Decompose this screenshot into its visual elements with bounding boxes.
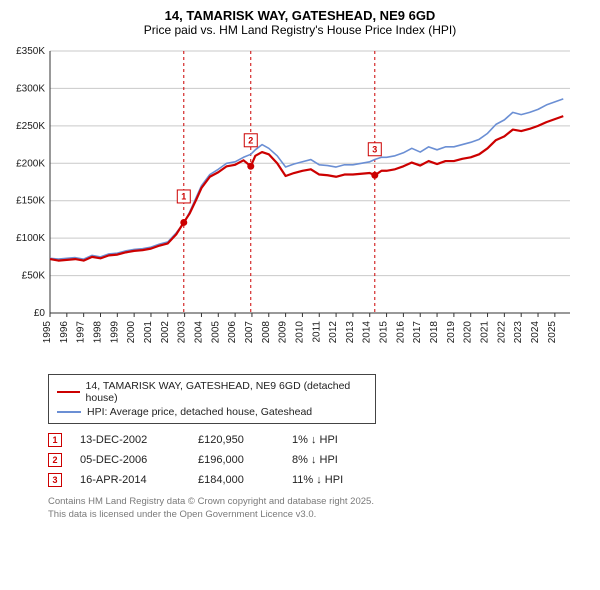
transaction-delta: 8% ↓ HPI <box>292 454 392 466</box>
transaction-date: 05-DEC-2006 <box>80 454 180 466</box>
transaction-index-box: 3 <box>48 473 62 487</box>
page-subtitle: Price paid vs. HM Land Registry's House … <box>10 23 590 37</box>
svg-text:2021: 2021 <box>480 321 491 344</box>
svg-text:2009: 2009 <box>278 321 289 344</box>
legend-item: HPI: Average price, detached house, Gate… <box>57 405 367 419</box>
legend-item: 14, TAMARISK WAY, GATESHEAD, NE9 6GD (de… <box>57 379 367 405</box>
svg-text:2012: 2012 <box>328 321 339 344</box>
svg-text:2013: 2013 <box>345 321 356 344</box>
transaction-index-box: 2 <box>48 453 62 467</box>
transaction-date: 16-APR-2014 <box>80 474 180 486</box>
svg-text:2001: 2001 <box>143 321 154 344</box>
svg-text:£0: £0 <box>34 308 46 319</box>
transaction-index-box: 1 <box>48 433 62 447</box>
legend-label: HPI: Average price, detached house, Gate… <box>87 406 312 418</box>
transaction-date: 13-DEC-2002 <box>80 434 180 446</box>
legend-swatch <box>57 391 80 393</box>
svg-text:2: 2 <box>248 135 253 145</box>
svg-text:2016: 2016 <box>395 321 406 344</box>
transaction-table: 1 13-DEC-2002 £120,950 1% ↓ HPI 2 05-DEC-2006… <box>48 430 590 490</box>
svg-text:2010: 2010 <box>294 321 305 344</box>
legend-swatch <box>57 411 81 413</box>
svg-text:2020: 2020 <box>463 321 474 344</box>
svg-text:£150K: £150K <box>16 196 45 207</box>
svg-text:2025: 2025 <box>547 321 558 344</box>
transaction-delta: 1% ↓ HPI <box>292 434 392 446</box>
svg-text:£100K: £100K <box>16 233 45 244</box>
svg-text:2004: 2004 <box>193 321 204 344</box>
footer-line: Contains HM Land Registry data © Crown c… <box>48 496 590 509</box>
svg-text:£250K: £250K <box>16 121 45 132</box>
price-chart: £0 £50K £100K £150K £200K £250K £300K £350K 1995… <box>10 43 590 368</box>
svg-text:2000: 2000 <box>126 321 137 344</box>
svg-text:1998: 1998 <box>92 321 103 344</box>
svg-text:2015: 2015 <box>379 321 390 344</box>
svg-text:2005: 2005 <box>210 321 221 344</box>
svg-text:2022: 2022 <box>496 321 507 344</box>
svg-text:1996: 1996 <box>59 321 70 344</box>
svg-text:2006: 2006 <box>227 321 238 344</box>
transaction-row: 1 13-DEC-2002 £120,950 1% ↓ HPI <box>48 430 590 450</box>
svg-text:2003: 2003 <box>177 321 188 344</box>
svg-text:£200K: £200K <box>16 158 45 169</box>
svg-text:£350K: £350K <box>16 46 45 57</box>
svg-text:3: 3 <box>372 144 377 154</box>
transaction-row: 3 16-APR-2014 £184,000 11% ↓ HPI <box>48 470 590 490</box>
transaction-price: £196,000 <box>198 454 274 466</box>
transaction-row: 2 05-DEC-2006 £196,000 8% ↓ HPI <box>48 450 590 470</box>
svg-text:£300K: £300K <box>16 83 45 94</box>
chart-svg: £0 £50K £100K £150K £200K £250K £300K £350K 1995… <box>10 43 570 363</box>
legend: 14, TAMARISK WAY, GATESHEAD, NE9 6GD (de… <box>48 374 376 424</box>
svg-text:2011: 2011 <box>311 321 322 343</box>
svg-text:2002: 2002 <box>160 321 171 344</box>
svg-text:1995: 1995 <box>42 321 53 344</box>
svg-text:1: 1 <box>181 191 186 201</box>
page-title: 14, TAMARISK WAY, GATESHEAD, NE9 6GD <box>10 8 590 23</box>
footer-line: This data is licensed under the Open Gov… <box>48 509 590 522</box>
svg-text:2018: 2018 <box>429 321 440 344</box>
svg-text:2007: 2007 <box>244 321 255 344</box>
transaction-price: £120,950 <box>198 434 274 446</box>
svg-text:2019: 2019 <box>446 321 457 344</box>
transaction-price: £184,000 <box>198 474 274 486</box>
svg-text:£50K: £50K <box>22 271 46 282</box>
legend-label: 14, TAMARISK WAY, GATESHEAD, NE9 6GD (de… <box>86 380 367 404</box>
svg-text:2024: 2024 <box>530 321 541 344</box>
svg-text:2008: 2008 <box>261 321 272 344</box>
svg-text:2017: 2017 <box>412 321 423 344</box>
footer-attribution: Contains HM Land Registry data © Crown c… <box>48 496 590 522</box>
svg-text:2023: 2023 <box>513 321 524 344</box>
svg-text:1999: 1999 <box>109 321 120 344</box>
transaction-delta: 11% ↓ HPI <box>292 474 392 486</box>
svg-text:2014: 2014 <box>362 321 373 344</box>
svg-text:1997: 1997 <box>76 321 87 344</box>
